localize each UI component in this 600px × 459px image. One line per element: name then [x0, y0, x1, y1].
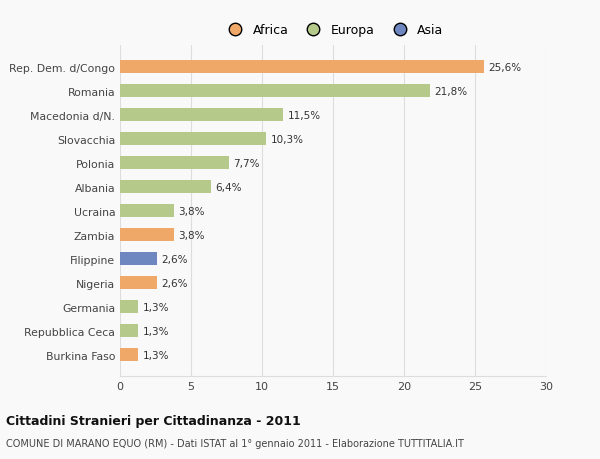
- Text: 3,8%: 3,8%: [178, 230, 205, 240]
- Text: 11,5%: 11,5%: [287, 111, 320, 120]
- Bar: [120, 85, 430, 98]
- Text: 1,3%: 1,3%: [143, 302, 169, 312]
- Text: 1,3%: 1,3%: [143, 326, 169, 336]
- Text: 3,8%: 3,8%: [178, 206, 205, 216]
- Bar: [120, 324, 139, 337]
- Legend: Africa, Europa, Asia: Africa, Europa, Asia: [218, 19, 449, 42]
- Bar: [120, 300, 139, 313]
- Bar: [120, 229, 174, 241]
- Text: 2,6%: 2,6%: [161, 278, 188, 288]
- Text: Cittadini Stranieri per Cittadinanza - 2011: Cittadini Stranieri per Cittadinanza - 2…: [6, 414, 301, 428]
- Bar: [120, 109, 283, 122]
- Text: 6,4%: 6,4%: [215, 182, 242, 192]
- Text: 1,3%: 1,3%: [143, 350, 169, 360]
- Bar: [120, 205, 174, 218]
- Text: 25,6%: 25,6%: [488, 62, 521, 73]
- Text: 7,7%: 7,7%: [233, 158, 260, 168]
- Bar: [120, 181, 211, 194]
- Text: 21,8%: 21,8%: [434, 86, 467, 96]
- Bar: [120, 157, 229, 170]
- Text: COMUNE DI MARANO EQUO (RM) - Dati ISTAT al 1° gennaio 2011 - Elaborazione TUTTIT: COMUNE DI MARANO EQUO (RM) - Dati ISTAT …: [6, 438, 464, 448]
- Bar: [120, 348, 139, 361]
- Text: 10,3%: 10,3%: [271, 134, 304, 144]
- Bar: [120, 133, 266, 146]
- Text: 2,6%: 2,6%: [161, 254, 188, 264]
- Bar: [120, 61, 484, 74]
- Bar: [120, 252, 157, 266]
- Bar: [120, 276, 157, 290]
